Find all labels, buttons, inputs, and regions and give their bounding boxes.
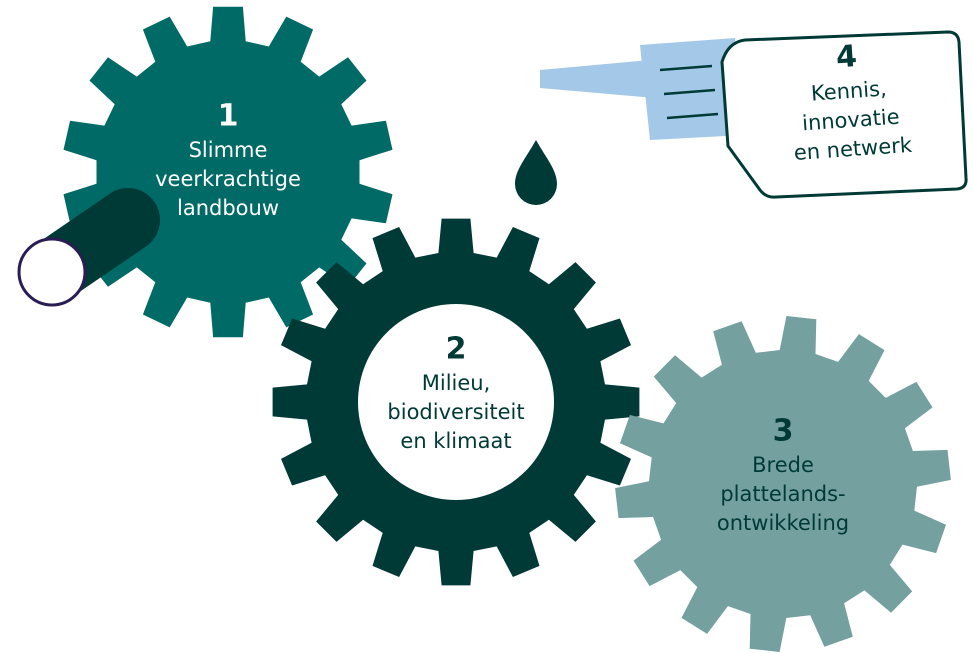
node-number: 2	[446, 332, 467, 367]
node-text: en klimaat	[400, 429, 511, 453]
node-number: 4	[835, 39, 858, 75]
node-number: 3	[773, 414, 794, 449]
diagram: 1 Slimme veerkrachtige landbouw 2 Milieu, biod…	[0, 0, 973, 653]
node-text: landbouw	[177, 196, 279, 220]
pipe	[19, 220, 128, 305]
page: {"nodes": [ {"number": "1", "label": ["S…	[0, 0, 973, 653]
node-number: 1	[218, 99, 239, 134]
node-text: Milieu,	[422, 371, 491, 395]
node-text: ontwikkeling	[717, 511, 849, 535]
can-spout	[540, 60, 655, 98]
pipe-opening	[19, 239, 85, 305]
oil-drop	[515, 140, 557, 205]
node-text: Slimme	[189, 138, 268, 162]
node-text: plattelands-	[720, 482, 845, 506]
node-text: veerkrachtige	[155, 167, 301, 191]
oil-can	[540, 32, 966, 197]
node-text: biodiversiteit	[387, 400, 524, 424]
node-text: Brede	[752, 453, 814, 477]
